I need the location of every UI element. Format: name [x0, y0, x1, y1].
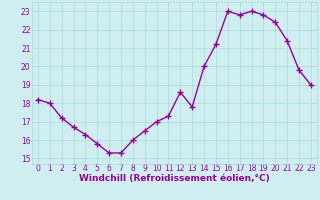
- X-axis label: Windchill (Refroidissement éolien,°C): Windchill (Refroidissement éolien,°C): [79, 174, 270, 183]
